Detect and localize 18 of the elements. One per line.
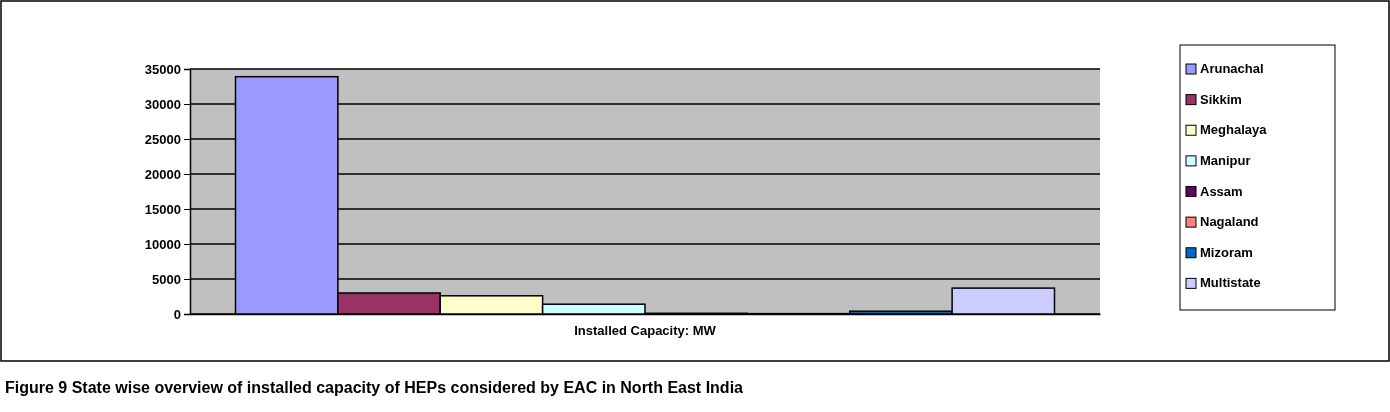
y-tick-label: 10000 (144, 236, 181, 252)
legend-label: Assam (1200, 183, 1243, 199)
legend-label: Arunachal (1200, 61, 1264, 76)
y-tick-label: 25000 (144, 131, 181, 147)
text: Figure 9 State wise overview of installed capacity of HEPs considered by EAC in North East India (5, 379, 744, 396)
y-tick-label: 5000 (152, 271, 181, 287)
legend-label: Manipur (1200, 152, 1251, 168)
legend-label: Meghalaya (1200, 122, 1268, 138)
legend-label: Mizoram (1200, 244, 1253, 260)
y-tick-label: 20000 (144, 166, 181, 182)
y-tick-label: 30000 (144, 96, 181, 112)
y-tick-label: 35000 (144, 61, 181, 77)
y-tick-label: 0 (173, 306, 181, 322)
legend-label: Multistate (1200, 275, 1261, 291)
y-tick-label: 15000 (144, 201, 181, 217)
legend-label: Sikkim (1200, 91, 1242, 107)
x-tick-label: Installed Capacity: MW (574, 323, 717, 339)
legend-label: Nagaland (1200, 214, 1259, 230)
